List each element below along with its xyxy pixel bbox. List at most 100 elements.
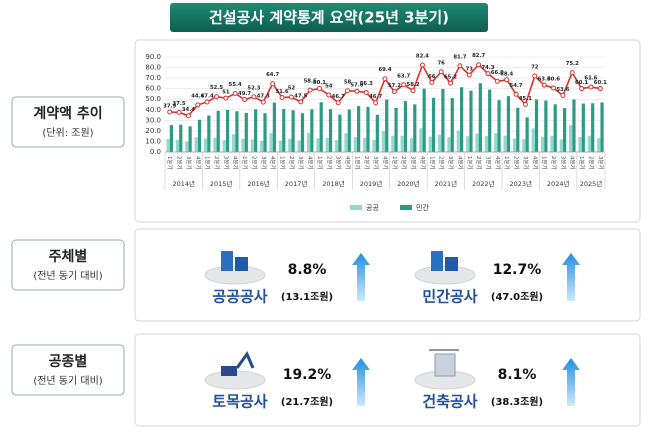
total-point — [232, 91, 238, 97]
data-label: 45.1 — [519, 96, 532, 102]
data-label: 73 — [466, 66, 474, 72]
bar — [185, 141, 189, 152]
bar — [441, 88, 445, 152]
total-point — [419, 62, 425, 68]
work-panel — [134, 333, 641, 427]
bar — [534, 99, 539, 152]
bar — [254, 109, 258, 152]
bar — [363, 137, 367, 152]
data-label: 52.5 — [210, 85, 223, 91]
year-label: 2016년 — [247, 179, 270, 188]
x-tick-label: 2분기 — [587, 156, 595, 170]
bar — [394, 107, 398, 152]
data-label: 57.2 — [388, 83, 401, 89]
y-tick-label: 20.0 — [145, 127, 161, 135]
x-tick-label: 1분기 — [279, 156, 287, 170]
section-box — [11, 344, 125, 396]
y-tick-label: 50.0 — [145, 95, 161, 103]
bar — [222, 140, 226, 152]
data-label: 37.5 — [173, 101, 186, 107]
total-point — [288, 94, 294, 100]
year-label: 2019년 — [360, 179, 383, 188]
y-tick-label: 10.0 — [145, 137, 161, 145]
data-label: 47.4 — [201, 93, 214, 99]
bar — [578, 137, 582, 152]
icon-building — [221, 251, 233, 271]
x-tick-label: 4분기 — [307, 156, 315, 170]
data-label: 54.7 — [510, 83, 523, 89]
data-label: 66 — [428, 74, 436, 80]
x-tick-label: 3분기 — [559, 156, 567, 170]
bar — [381, 131, 386, 152]
total-point — [167, 109, 173, 115]
bar — [497, 100, 501, 152]
bar — [437, 134, 442, 152]
year-label: 2015년 — [210, 179, 233, 188]
x-tick-label: 1분기 — [578, 156, 586, 170]
bar — [456, 130, 460, 152]
total-point — [401, 82, 407, 88]
data-label: 47.3 — [257, 94, 270, 100]
x-tick-label: 3분기 — [297, 156, 305, 170]
total-point — [213, 94, 219, 100]
x-tick-label: 4분기 — [419, 156, 427, 170]
year-label: 2024년 — [547, 179, 570, 188]
x-tick-label: 1분기 — [466, 156, 474, 170]
bar — [375, 114, 379, 152]
bar — [291, 110, 295, 152]
year-label: 2022년 — [472, 179, 495, 188]
bar — [207, 115, 211, 152]
x-tick-label: 1분기 — [166, 156, 174, 170]
card-change: 19.2% — [283, 367, 332, 383]
total-point — [466, 72, 472, 78]
data-label: 81.7 — [453, 54, 466, 60]
bar — [335, 140, 339, 152]
year-label: 2018년 — [322, 179, 345, 188]
bar — [197, 119, 202, 152]
x-tick-label: 3분기 — [447, 156, 455, 170]
bar — [244, 112, 248, 152]
bar — [597, 138, 601, 152]
y-tick-label: 30.0 — [145, 116, 161, 124]
bar — [447, 137, 451, 152]
bar — [400, 135, 404, 152]
total-point — [541, 82, 547, 88]
legend-label: 공공 — [366, 204, 379, 212]
icon-building — [445, 257, 458, 271]
x-tick-label: 3분기 — [335, 156, 343, 170]
data-label: 60.6 — [547, 77, 560, 83]
bar — [531, 128, 535, 152]
card-name: 토목공사 — [212, 393, 267, 411]
title: 건설공사 계약통계 요약(25년 3분기) — [209, 9, 449, 27]
data-label: 82.4 — [416, 54, 429, 60]
total-point — [551, 85, 557, 91]
total-point — [522, 101, 528, 107]
data-label: 47.5 — [294, 93, 307, 99]
bar — [484, 135, 488, 152]
total-point — [204, 99, 210, 105]
data-label: 51 — [222, 90, 230, 96]
card-name: 민간공사 — [422, 288, 477, 306]
bar — [310, 109, 314, 152]
data-label: 46.7 — [332, 94, 345, 100]
icon-excavator — [221, 366, 237, 376]
data-label: 61.6 — [584, 75, 597, 81]
bar — [503, 135, 507, 152]
total-point — [242, 97, 248, 103]
bar — [522, 139, 526, 152]
bar — [300, 113, 305, 152]
x-tick-label: 1분기 — [503, 156, 511, 170]
x-tick-label: 2분기 — [475, 156, 483, 170]
total-point — [429, 79, 435, 85]
x-tick-label: 1분기 — [391, 156, 399, 170]
card-change: 8.1% — [498, 367, 537, 383]
bar — [269, 133, 273, 152]
x-tick-label: 3분기 — [372, 156, 380, 170]
card-name: 공공공사 — [212, 288, 267, 306]
x-tick-label: 4분기 — [344, 156, 352, 170]
data-label: 69.4 — [378, 67, 391, 73]
bar — [516, 107, 520, 152]
legend-label: 민간 — [416, 203, 429, 212]
bar — [478, 83, 482, 152]
